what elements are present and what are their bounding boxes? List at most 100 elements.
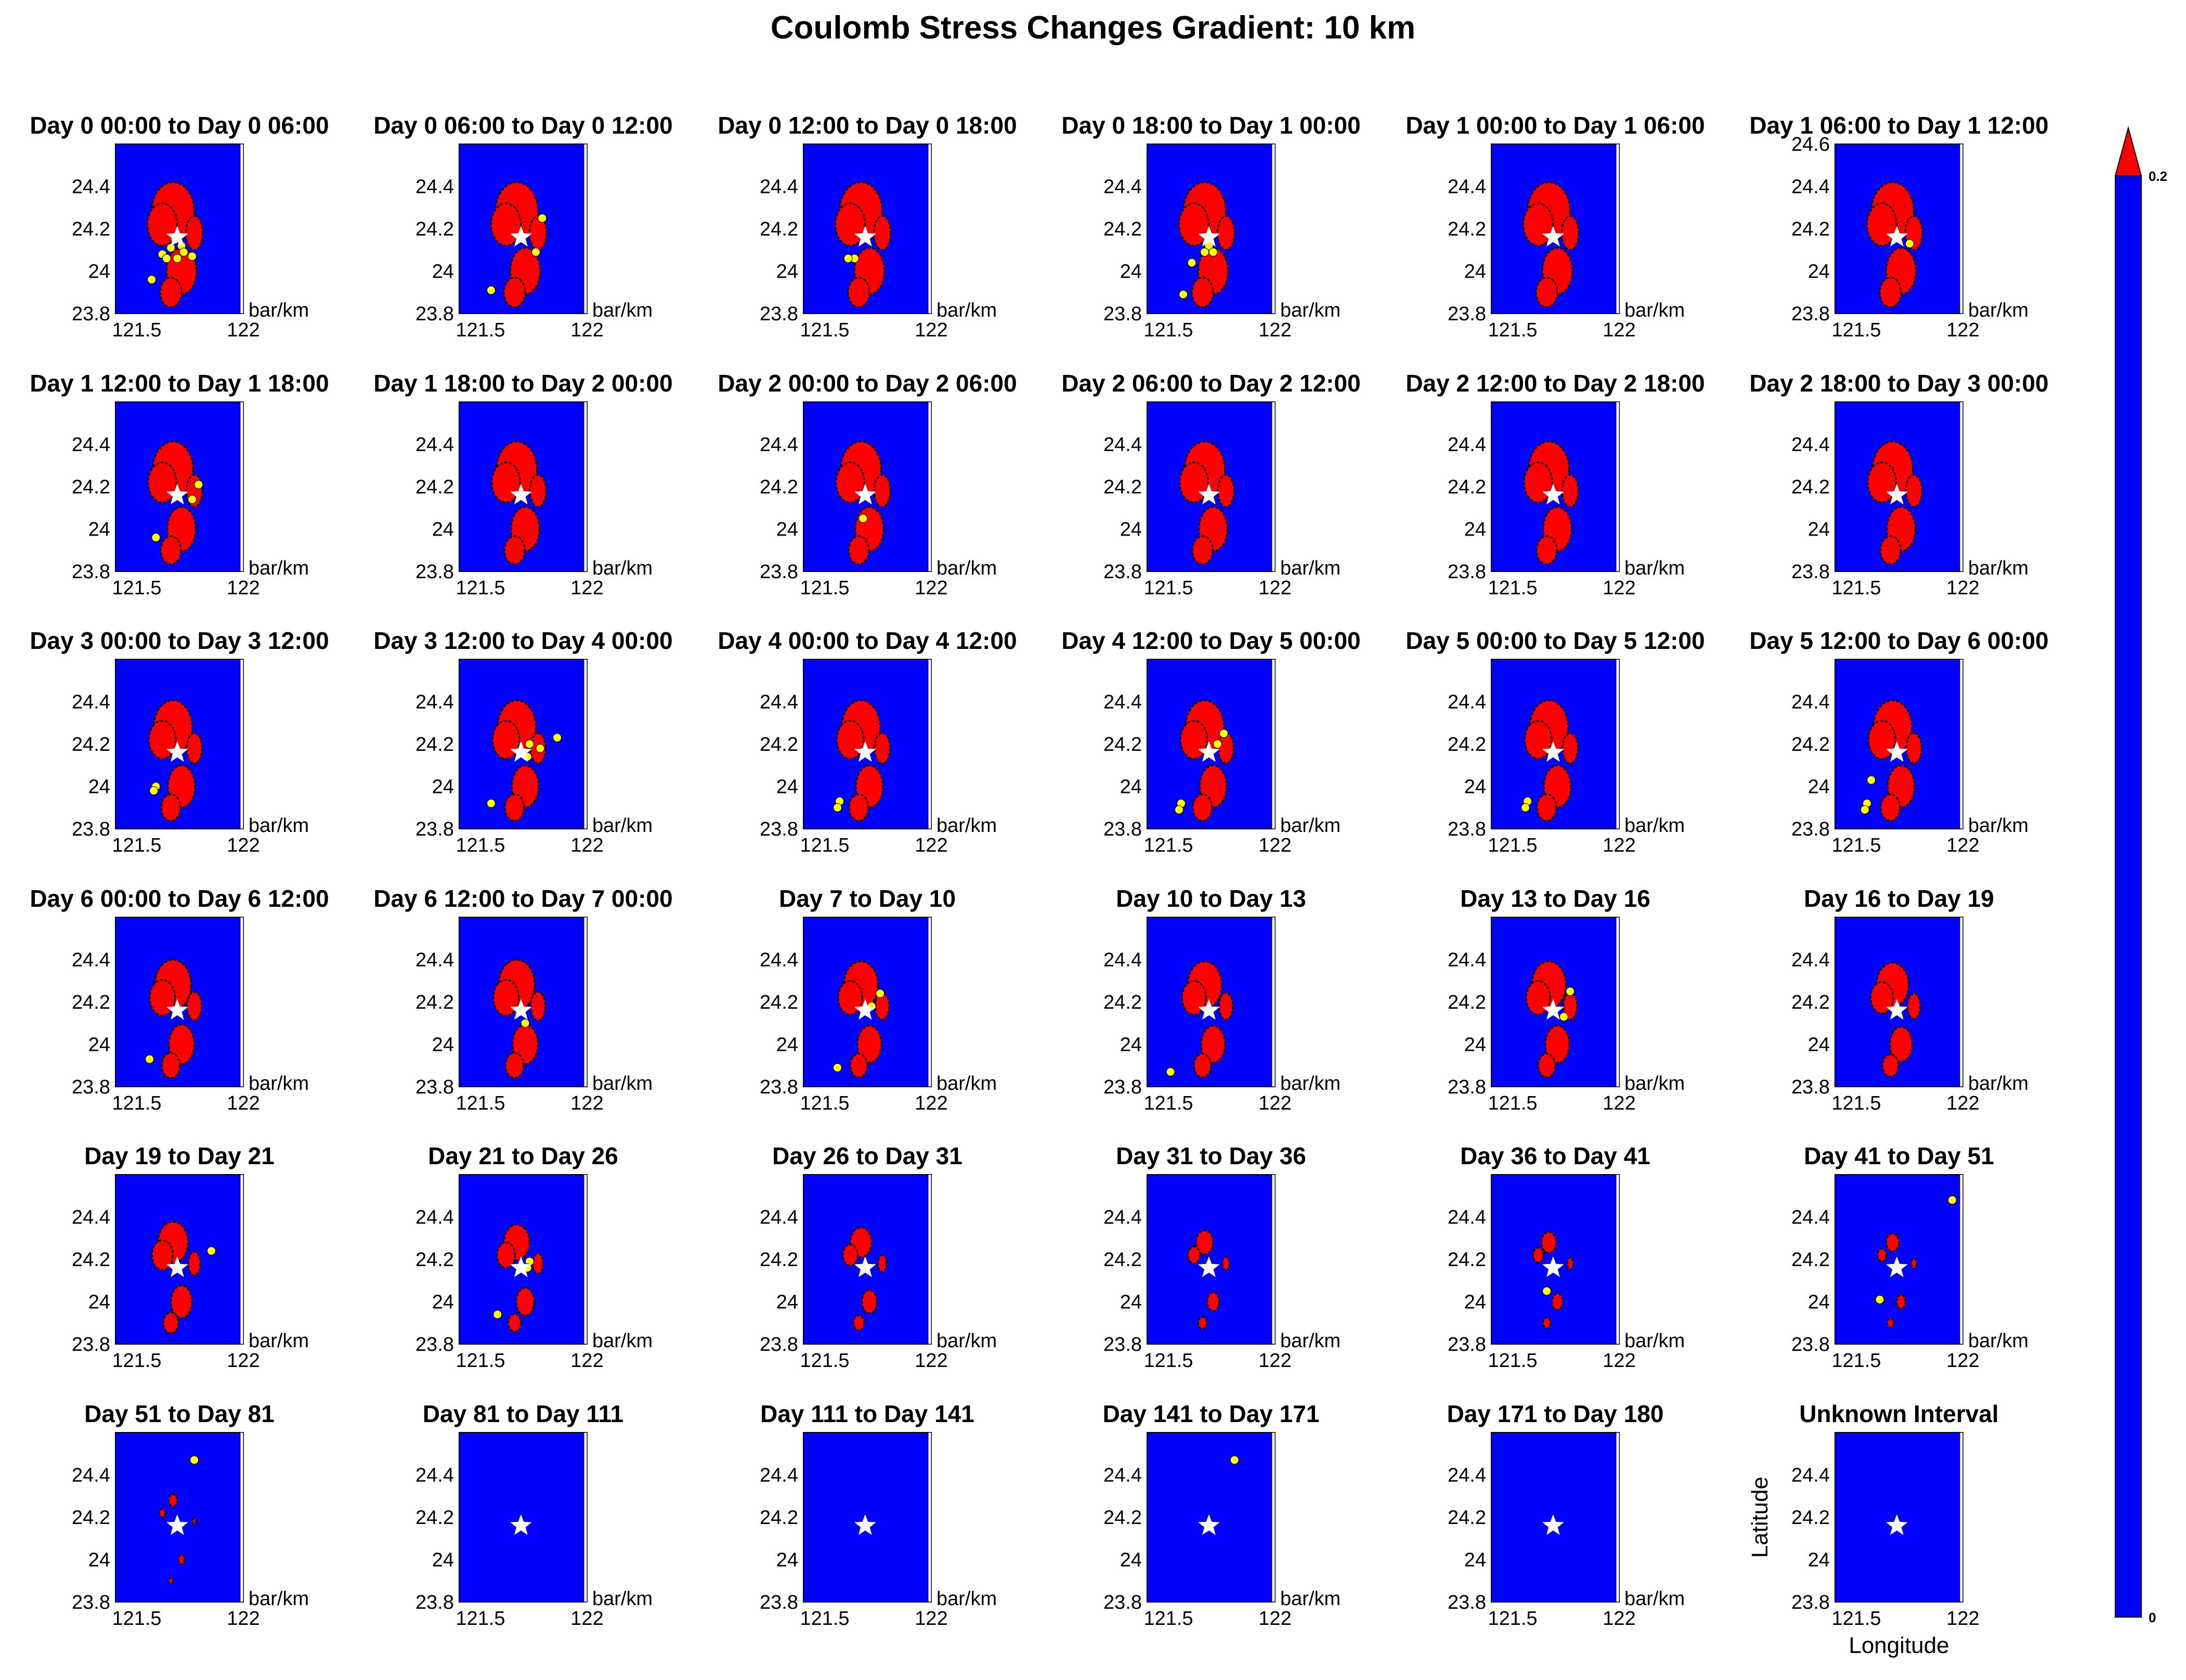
panel: Day 6 12:00 to Day 7 00:00 24.4 24.2 24 23.8… bbox=[373, 885, 672, 1114]
y-tick-label: 24.2 bbox=[760, 1507, 798, 1529]
y-tick-label: 23.8 bbox=[72, 561, 110, 583]
stress-field bbox=[1175, 699, 1234, 822]
x-tick-label: 122 bbox=[915, 319, 947, 341]
x-tick-label: 121.5 bbox=[1831, 577, 1881, 599]
y-tick-label: 24.2 bbox=[1791, 734, 1830, 756]
stress-patch bbox=[151, 1239, 174, 1271]
stress-patch bbox=[503, 535, 526, 565]
y-tick-label: 23.8 bbox=[1448, 1076, 1486, 1098]
unit-label: bar/km bbox=[249, 1073, 309, 1095]
event-marker bbox=[1867, 775, 1876, 785]
x-tick-label: 121.5 bbox=[1488, 1092, 1537, 1114]
y-tick-label: 24.4 bbox=[1448, 1207, 1486, 1229]
y-tick-label: 24.2 bbox=[1791, 1249, 1830, 1271]
unit-label: bar/km bbox=[249, 1588, 309, 1610]
colorbar: 0.20 bbox=[2114, 126, 2167, 1625]
stress-patch bbox=[1542, 1317, 1552, 1329]
y-tick-label: 23.8 bbox=[1448, 818, 1486, 840]
y-tick-label: 23.8 bbox=[760, 1334, 798, 1356]
stress-patch bbox=[1217, 474, 1235, 508]
y-tick-label: 23.8 bbox=[415, 818, 454, 840]
y-tick-label: 24.4 bbox=[760, 692, 798, 713]
x-tick-label: 122 bbox=[1946, 319, 1979, 341]
y-tick-label: 24 bbox=[1464, 1549, 1486, 1571]
stress-field bbox=[1867, 440, 1923, 565]
panel-edge-strip bbox=[1959, 1432, 1963, 1603]
panel-title: Day 2 12:00 to Day 2 18:00 bbox=[1406, 370, 1704, 397]
panel-edge-strip bbox=[1959, 401, 1963, 572]
stress-patch bbox=[1195, 1230, 1214, 1255]
colorbar-bar bbox=[2115, 175, 2142, 1618]
x-tick-label: 121.5 bbox=[112, 1092, 161, 1114]
panel-edge-strip bbox=[240, 1432, 244, 1603]
x-tick-label: 121.5 bbox=[800, 577, 849, 599]
stress-patch bbox=[1889, 1026, 1914, 1063]
x-tick-label: 122 bbox=[1258, 1092, 1291, 1114]
y-tick-label: 24.4 bbox=[1103, 692, 1142, 713]
y-tick-label: 23.8 bbox=[415, 561, 454, 583]
x-tick-label: 121.5 bbox=[1831, 835, 1881, 856]
y-tick-label: 24.2 bbox=[415, 734, 454, 756]
colorbar-max-triangle bbox=[2114, 126, 2142, 176]
stress-patch bbox=[507, 1313, 522, 1333]
y-tick-label: 23.8 bbox=[1103, 1076, 1142, 1098]
y-tick-label: 24.2 bbox=[1103, 1507, 1142, 1529]
stress-field bbox=[151, 1220, 216, 1334]
stress-patch bbox=[1867, 461, 1897, 504]
x-tick-label: 121.5 bbox=[800, 835, 849, 856]
event-marker bbox=[1213, 739, 1222, 749]
x-tick-label: 121.5 bbox=[800, 319, 849, 341]
stress-patch bbox=[1905, 474, 1923, 508]
x-tick-label: 121.5 bbox=[112, 319, 161, 341]
y-tick-label: 24.4 bbox=[1448, 949, 1486, 971]
panel-background bbox=[803, 1432, 932, 1603]
x-tick-label: 121.5 bbox=[456, 1608, 505, 1630]
unit-label: bar/km bbox=[249, 1330, 309, 1352]
unit-label: bar/km bbox=[249, 815, 309, 837]
x-tick-label: 121.5 bbox=[1143, 319, 1193, 341]
stress-patch bbox=[873, 474, 891, 508]
y-tick-label: 24.2 bbox=[415, 476, 454, 498]
stress-patch bbox=[532, 1253, 544, 1275]
y-tick-label: 24 bbox=[1808, 776, 1830, 798]
mainshock-star-icon bbox=[1542, 1514, 1564, 1535]
stress-patch bbox=[1221, 1256, 1230, 1271]
x-tick-label: 122 bbox=[915, 1350, 947, 1372]
panel-edge-strip bbox=[583, 659, 588, 829]
event-marker bbox=[1219, 729, 1229, 738]
y-tick-label: 24 bbox=[1120, 1292, 1142, 1313]
mainshock-star-icon bbox=[1198, 226, 1220, 247]
mainshock-star-icon bbox=[166, 1256, 188, 1278]
panel-title: Day 1 12:00 to Day 1 18:00 bbox=[30, 370, 329, 397]
y-tick-label: 24.2 bbox=[760, 1249, 798, 1271]
y-tick-label: 24.4 bbox=[415, 176, 454, 198]
stress-patch bbox=[496, 1241, 516, 1269]
mainshock-star-icon bbox=[1886, 999, 1908, 1020]
mainshock-star-icon bbox=[1542, 226, 1564, 247]
y-tick-label: 24.6 bbox=[1791, 134, 1830, 155]
y-tick-label: 24 bbox=[1120, 776, 1142, 798]
panel: Day 2 12:00 to Day 2 18:00 24.4 24.2 24 23.8… bbox=[1406, 370, 1704, 599]
stress-patch bbox=[503, 277, 526, 308]
x-tick-label: 122 bbox=[1258, 577, 1291, 599]
panel-title: Day 2 18:00 to Day 3 00:00 bbox=[1749, 370, 2048, 397]
y-tick-label: 23.8 bbox=[760, 818, 798, 840]
event-marker bbox=[1208, 248, 1218, 257]
y-tick-label: 24.4 bbox=[1103, 1207, 1142, 1229]
x-tick-label: 122 bbox=[227, 835, 259, 856]
event-marker bbox=[833, 803, 842, 812]
panel-title: Day 141 to Day 171 bbox=[1103, 1400, 1320, 1427]
colorbar-min-label: 0 bbox=[2149, 1610, 2156, 1625]
y-tick-label: 24 bbox=[432, 1034, 454, 1056]
panel-title: Day 3 12:00 to Day 4 00:00 bbox=[373, 627, 672, 654]
x-tick-label: 122 bbox=[227, 1350, 259, 1372]
stress-field bbox=[842, 1227, 888, 1332]
event-marker bbox=[151, 533, 161, 542]
mainshock-star-icon bbox=[1542, 1256, 1564, 1278]
y-tick-label: 24.4 bbox=[1448, 176, 1486, 198]
panel: Day 2 06:00 to Day 2 12:00 24.4 24.2 24 23.8… bbox=[1061, 370, 1360, 599]
